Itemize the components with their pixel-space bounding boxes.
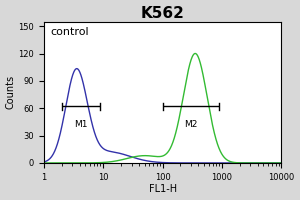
Text: control: control xyxy=(51,27,89,37)
Text: M2: M2 xyxy=(184,120,198,129)
Text: M1: M1 xyxy=(74,120,88,129)
Title: K562: K562 xyxy=(141,6,184,21)
Y-axis label: Counts: Counts xyxy=(6,75,16,109)
X-axis label: FL1-H: FL1-H xyxy=(148,184,177,194)
